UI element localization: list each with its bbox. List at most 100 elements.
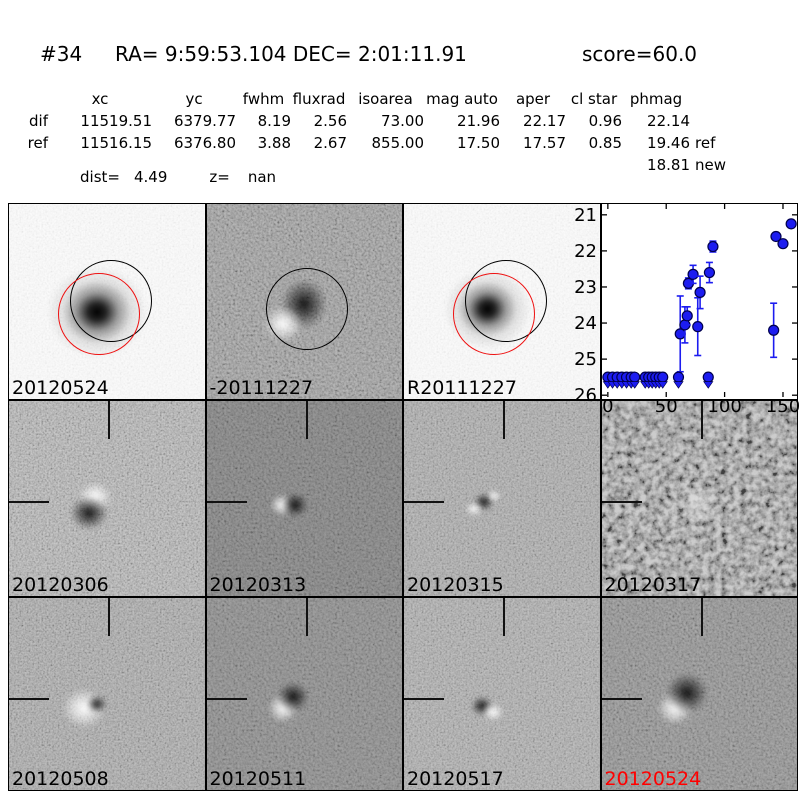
residual-dark-blob: [665, 673, 708, 713]
table-cell: 855.00: [371, 134, 425, 152]
table-cell: dif: [29, 112, 48, 130]
table-cell: cl star: [570, 90, 618, 108]
cutout-label: 20120315: [407, 574, 504, 596]
table-cell: 19.46: [647, 134, 690, 152]
table-cell: [347, 154, 424, 176]
crosshair-left-tick: [206, 501, 247, 503]
table-cell: [0, 154, 48, 176]
cutout-label: 20120524: [12, 377, 109, 399]
photometry-table: xc yc fwhm fluxrad isoarea mag auto aper cl sta…: [0, 88, 734, 176]
residual-dark-blob: [281, 493, 308, 517]
table-cell: ref: [695, 134, 716, 152]
cutout-diff-epoch7: 20120517: [403, 597, 601, 791]
cutout-diff-epoch5: 20120508: [8, 597, 206, 791]
residual-dark-blob: [276, 682, 309, 712]
table-cell: 8.19: [257, 112, 291, 130]
cutout-label: 20120313: [209, 574, 307, 596]
table-cell: mag auto: [426, 90, 498, 108]
crosshair-left-tick: [404, 501, 444, 503]
crosshair-left-tick: [601, 501, 642, 503]
candidate-score: score=60.0: [582, 42, 698, 66]
lightcurve-plot: 0 50 100 150 21 22 23 24 25 26: [574, 203, 800, 417]
svg-text:150: 150: [765, 396, 799, 417]
cutout-ref-negative: -20111227: [205, 203, 403, 400]
residual-white-blob: [482, 703, 504, 721]
candidate-coordinates: RA= 9:59:53.104 DEC= 2:01:11.91: [115, 42, 467, 66]
cutout-diff-epoch2: 20120313: [205, 400, 403, 597]
svg-text:21: 21: [574, 205, 597, 226]
crosshair-left-tick: [9, 698, 49, 700]
cutout-label: -20111227: [209, 377, 314, 399]
table-cell: new: [695, 156, 727, 174]
cutout-diff-epoch6: 20120511: [205, 597, 403, 791]
crosshair-top-tick: [700, 598, 703, 636]
crosshair-top-tick: [503, 598, 505, 636]
residual-dark-blob: [70, 496, 108, 530]
crosshair-left-tick: [9, 501, 49, 503]
cutout-label: R20111227: [407, 377, 517, 399]
table-cell: aper: [515, 90, 551, 108]
table-cell: 0.85: [588, 134, 622, 152]
table-cell: xc: [91, 90, 109, 108]
noise-texture: [601, 401, 797, 596]
table-cell: [0, 88, 48, 110]
cutout-new-image: 20120524: [8, 203, 206, 400]
table-cell: ref: [27, 134, 48, 152]
cutout-grid: 20120524 -20111227 R20111227 0 50 100 150 21…: [8, 203, 800, 791]
residual-white-blob: [487, 490, 501, 502]
svg-text:50: 50: [654, 396, 677, 417]
cutout-label: 20120524: [604, 768, 702, 790]
residual-white-blob: [465, 502, 483, 516]
crosshair-left-tick: [206, 698, 247, 700]
candidate-id: #34: [40, 42, 83, 66]
table-cell: 17.50: [457, 134, 500, 152]
table-cell: 6379.77: [173, 112, 236, 130]
table-cell: 73.00: [381, 112, 424, 130]
table-cell: [690, 88, 734, 110]
cutout-label: 20120306: [12, 574, 109, 596]
noise-texture: [9, 598, 205, 790]
crosshair-top-tick: [305, 401, 308, 439]
cutout-ref-image: R20111227: [403, 203, 601, 400]
table-cell: phmag: [629, 90, 683, 108]
table-cell: [690, 110, 734, 132]
cutout-label: 20120517: [407, 768, 504, 790]
cutout-label: 20120508: [12, 768, 109, 790]
z-label: z=: [209, 168, 230, 186]
lightcurve-canvas: 0 50 100 150 21 22 23 24 25 26: [574, 204, 800, 417]
table-cell: 11516.15: [80, 134, 152, 152]
table-cell: 21.96: [457, 112, 500, 130]
z-value: nan: [247, 168, 277, 186]
cutout-diff-epoch3: 20120315: [403, 400, 601, 597]
crosshair-top-tick: [503, 401, 505, 439]
table-cell: 11519.51: [80, 112, 152, 130]
table-cell: [566, 154, 622, 176]
table-cell: 0.96: [588, 112, 622, 130]
cutout-label: 20120317: [604, 574, 702, 596]
crosshair-top-tick: [700, 401, 703, 439]
crosshair-left-tick: [601, 698, 642, 700]
svg-text:22: 22: [574, 241, 597, 262]
table-cell: isoarea: [358, 90, 413, 108]
table-cell: 18.81: [647, 156, 690, 174]
page-title: #34 RA= 9:59:53.104 DEC= 2:01:11.91 scor…: [0, 42, 800, 68]
residual-dark-blob: [87, 695, 107, 713]
cutout-diff-epoch1: 20120306: [8, 400, 206, 597]
crosshair-top-tick: [108, 598, 110, 636]
svg-text:24: 24: [574, 313, 597, 334]
table-cell: yc: [185, 90, 203, 108]
table-cell: 17.57: [523, 134, 566, 152]
table-cell: [500, 154, 566, 176]
cutout-diff-epoch8-newest: 20120524: [600, 597, 798, 791]
crosshair-top-tick: [108, 401, 110, 439]
svg-text:25: 25: [574, 349, 597, 370]
aperture-circle-red: [453, 273, 535, 355]
crosshair-left-tick: [404, 698, 444, 700]
table-cell: 22.14: [647, 112, 690, 130]
table-cell: [291, 154, 347, 176]
table-cell: 2.67: [313, 134, 347, 152]
crosshair-top-tick: [305, 598, 308, 636]
cutout-diff-epoch4: 20120317: [600, 400, 798, 597]
table-cell: fluxrad: [292, 90, 346, 108]
